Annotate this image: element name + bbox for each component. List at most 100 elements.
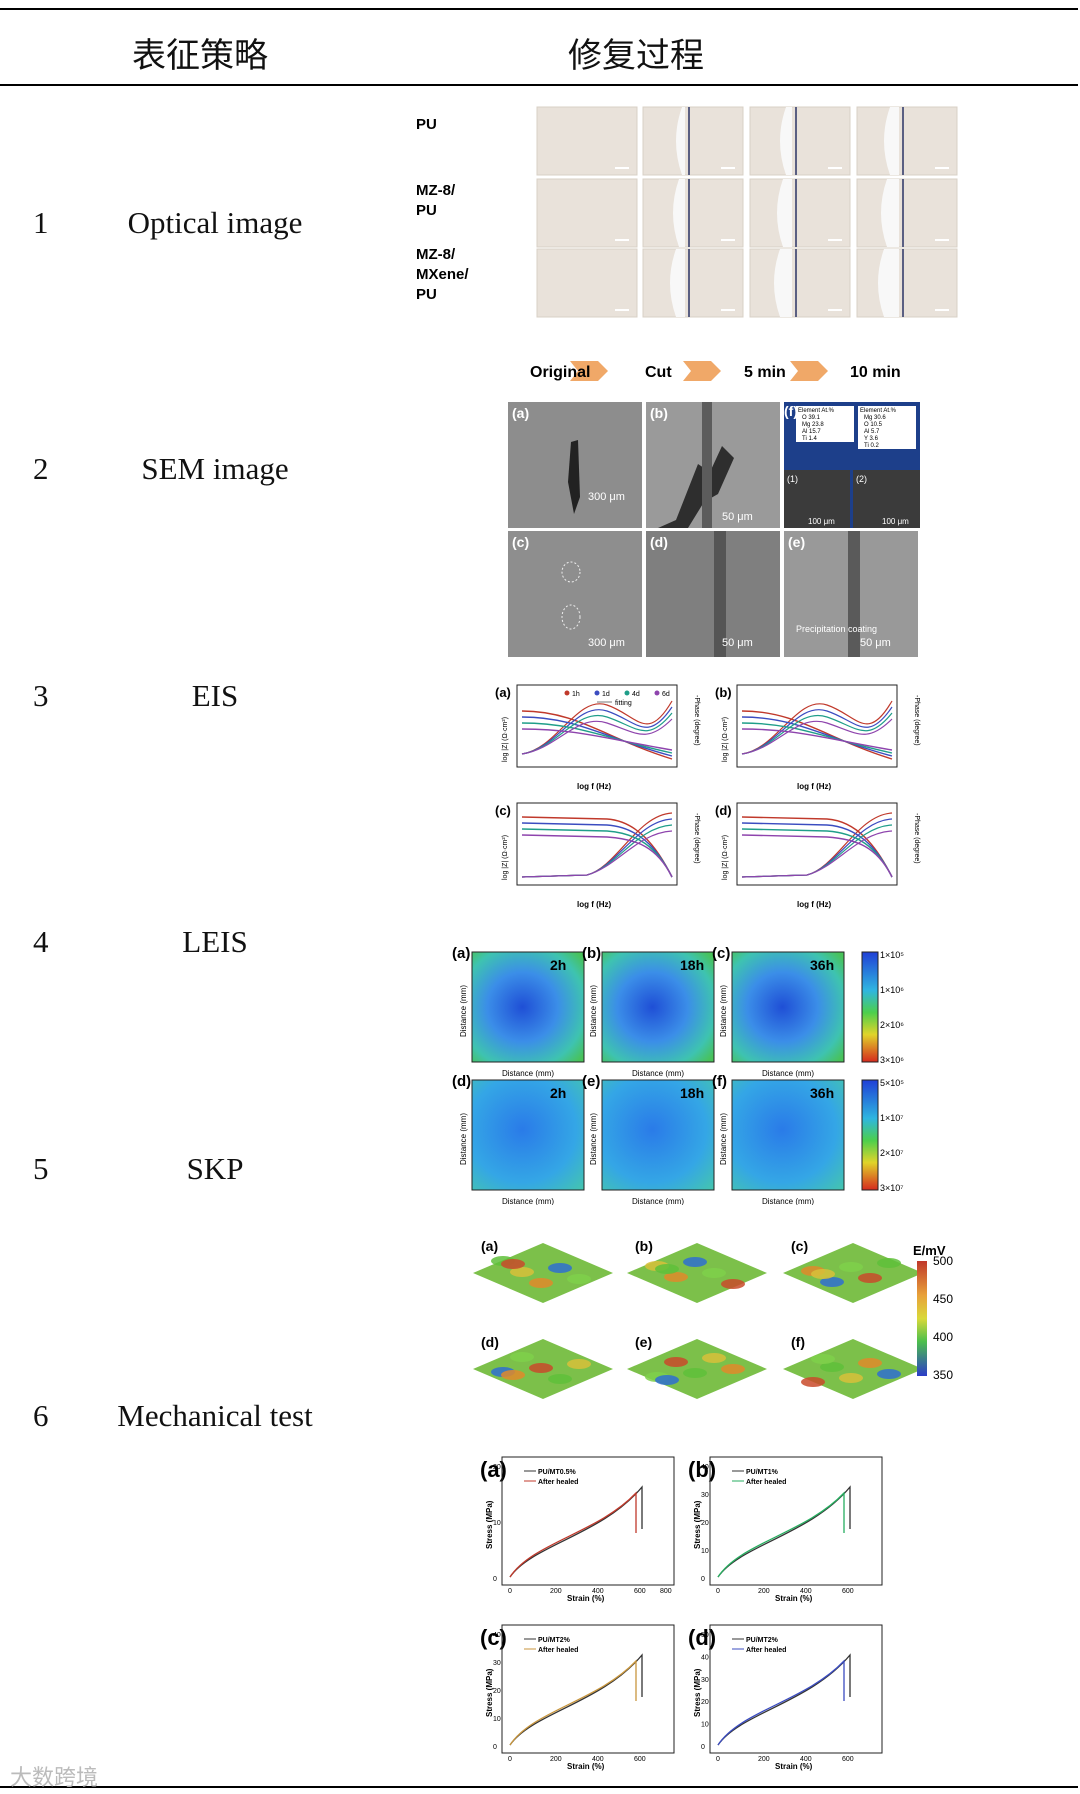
phase-curve [741, 700, 893, 755]
eds-table-head: Element At.% [860, 408, 897, 414]
panel-label: (a) [512, 405, 529, 421]
scale-bar-label: 50 μm [722, 511, 753, 523]
process-step-label: 10 min [850, 364, 901, 381]
eds-micrograph [853, 470, 920, 528]
y-axis-label: Distance (mm) [459, 1113, 468, 1165]
bottom-rule [0, 1786, 1078, 1788]
surface-patch [702, 1268, 726, 1278]
phase-curve [521, 706, 673, 755]
plot-frame [516, 802, 678, 886]
legend-label: PU/MT0.5% [538, 1469, 577, 1476]
impedance-curve [521, 716, 673, 757]
watermark-logo: 大数跨境 [10, 1766, 99, 1791]
surface-patch [548, 1263, 572, 1273]
mechanical-test-figure: (a) Strain (%) Stress (MPa) 0 10 20 0 200 400 600… [480, 1445, 950, 1780]
eis-figure: (a) log f (Hz) log |Z| (Ω·cm²) -Phase (degr… [487, 675, 947, 910]
scale-bar-label: 100 μm [808, 517, 835, 526]
cut-gap [884, 107, 899, 175]
phase-curve [741, 818, 893, 878]
surface-patch [655, 1264, 679, 1274]
scale-bar [828, 239, 842, 241]
scale-bar [721, 239, 735, 241]
x-tick-label: 0 [508, 1588, 512, 1595]
surface-patch [721, 1279, 745, 1289]
x-axis-label: Strain (%) [775, 1594, 813, 1603]
scale-bar [615, 309, 629, 311]
y-tick-label: 10 [493, 1520, 501, 1527]
panel-label: (e) [635, 1334, 652, 1350]
y-axis-label: Stress (MPa) [485, 1668, 494, 1717]
impedance-curve [741, 716, 893, 757]
eds-table [796, 406, 854, 442]
y2-axis-label: -Phase (degree) [913, 813, 920, 864]
optical-row-label: MZ-8/ [416, 182, 456, 199]
plot-frame [516, 684, 678, 768]
panel-label: (f) [791, 1334, 805, 1350]
x-axis-label: Strain (%) [567, 1762, 605, 1771]
optical-row-label: PU [416, 116, 437, 133]
leis-map [601, 951, 715, 1063]
panel-label: (a) [481, 1238, 498, 1254]
panel-label: (c) [512, 534, 529, 550]
leis-map [471, 951, 585, 1063]
y-tick-label: 0 [701, 1744, 705, 1751]
panel-label: (c) [712, 945, 730, 962]
surface-patch [839, 1373, 863, 1383]
eds-table-cell: Ti 1.4 [802, 436, 817, 442]
panel-label: (b) [715, 685, 732, 700]
x-tick-label: 200 [550, 1756, 562, 1763]
legend-marker [654, 690, 660, 696]
panel-label: (e) [582, 1073, 600, 1090]
x-tick-label: 600 [842, 1756, 854, 1763]
eds-table-cell: O 39.1 [802, 415, 821, 421]
optical-micrograph [856, 106, 958, 176]
row-number: 5 [33, 1151, 49, 1186]
legend-label: After healed [538, 1647, 578, 1654]
impedance-curve [741, 710, 893, 760]
optical-micrograph [749, 106, 851, 176]
sem-micrograph [646, 402, 780, 528]
y-axis-label: Distance (mm) [459, 985, 468, 1037]
impedance-curve [521, 728, 673, 751]
scale-bar-label: 50 μm [860, 637, 891, 649]
stress-curve-healed [717, 1491, 845, 1578]
x-axis-label: Strain (%) [775, 1762, 813, 1771]
surface-patch [811, 1269, 835, 1279]
y-tick-label: 0 [493, 1576, 497, 1583]
panel-label: (d) [688, 1625, 716, 1650]
surface-patch [501, 1370, 525, 1380]
leis-figure: (a) 2h Distance (mm) Distance (mm) (b) 18h Dis… [450, 940, 980, 1206]
colorbar-tick: 3×10⁶ [880, 1055, 904, 1065]
x-tick-label: 200 [758, 1588, 770, 1595]
scale-bar [935, 239, 949, 241]
legend-marker [564, 690, 570, 696]
scale-bar [615, 239, 629, 241]
phase-curve [741, 830, 893, 878]
cut-gap [780, 107, 792, 175]
eds-table [858, 406, 916, 449]
optical-row-label: MXene/ [416, 266, 469, 283]
legend-label: PU/MT2% [538, 1637, 571, 1644]
region-marker [561, 561, 581, 583]
panel-label: (d) [481, 1334, 499, 1350]
plot-frame [501, 1624, 675, 1754]
row-number: 3 [33, 678, 49, 713]
panel-label: (b) [650, 405, 668, 421]
surface-patch [567, 1274, 591, 1284]
leis-map [601, 1079, 715, 1191]
time-label: 18h [680, 1085, 704, 1101]
phase-curve [741, 718, 893, 755]
y-tick-label: 20 [701, 1520, 709, 1527]
panel-label: (a) [452, 945, 470, 962]
y-axis-label: Stress (MPa) [693, 1668, 702, 1717]
x-tick-label: 0 [508, 1756, 512, 1763]
phase-curve [741, 706, 893, 755]
y-axis-label: Stress (MPa) [485, 1500, 494, 1549]
header-col2: 修复过程 [568, 36, 704, 76]
surface-patch [811, 1354, 835, 1364]
y-tick-label: 50 [701, 1632, 709, 1639]
y-axis-label: Distance (mm) [589, 1113, 598, 1165]
phase-curve [521, 718, 673, 755]
cut-gap [774, 249, 792, 317]
surface-patch [501, 1259, 525, 1269]
